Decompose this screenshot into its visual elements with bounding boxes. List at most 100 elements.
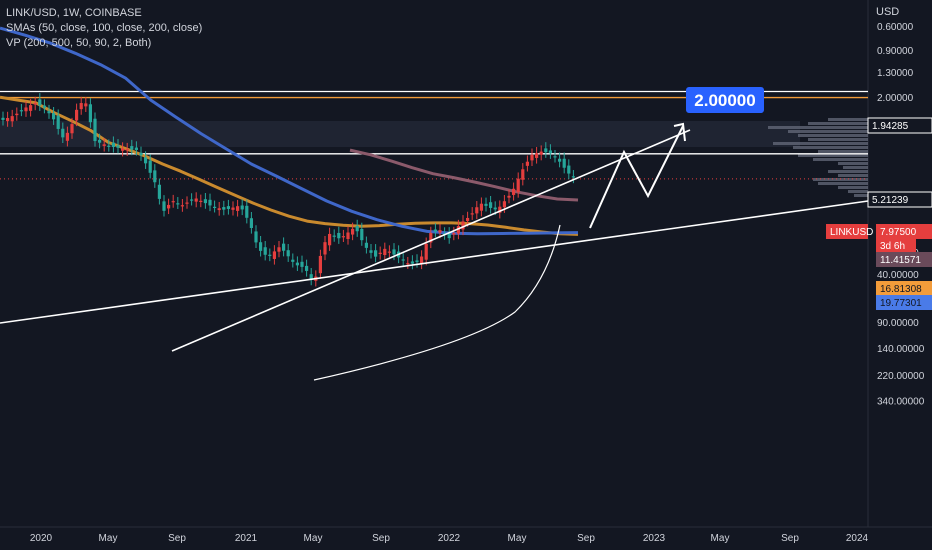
candle-body: [429, 232, 433, 243]
trendline-channel: [171, 129, 691, 352]
candle-body: [466, 217, 470, 222]
volume-profile-bar: [818, 182, 868, 185]
x-tick-label: 2021: [235, 533, 258, 544]
candle-body: [424, 243, 428, 260]
candle-body: [300, 261, 304, 267]
x-tick-label: 2020: [30, 533, 53, 544]
candle-body: [19, 110, 23, 112]
y-tick-label: 40.00000: [877, 270, 919, 281]
price-tag-sma100-label: 19.77301: [880, 298, 922, 309]
x-tick-label: 2022: [438, 533, 461, 544]
candle-body: [535, 153, 539, 158]
candle-body: [567, 165, 571, 174]
candle-body: [355, 226, 359, 232]
candle-body: [134, 147, 138, 150]
candle-body: [153, 170, 157, 183]
candle-body: [539, 151, 543, 155]
candle-body: [47, 111, 51, 114]
candle-body: [254, 231, 258, 243]
candle-body: [222, 207, 226, 210]
candle-body: [337, 232, 341, 239]
axis-unit-label: USD: [876, 6, 900, 18]
y-tick-label: 2.00000: [877, 93, 914, 104]
candle-body: [456, 226, 460, 234]
volume-profile-bar: [838, 186, 868, 189]
price-tag-plain-label: 1.94285: [872, 121, 909, 132]
candle-body: [479, 203, 483, 211]
candle-body: [29, 105, 33, 111]
candle-body: [79, 103, 83, 110]
candle-body: [323, 242, 327, 255]
candle-body: [521, 169, 525, 180]
candle-body: [346, 232, 350, 240]
candle-body: [259, 242, 263, 251]
candle-body: [162, 201, 166, 211]
candle-body: [544, 148, 548, 153]
candle-body: [364, 242, 368, 248]
price-tag-sma50: [876, 281, 932, 296]
volume-profile-bar: [828, 170, 868, 173]
candle-body: [33, 102, 37, 105]
candle-body: [341, 236, 345, 238]
price-tag-sma50-label: 16.81308: [880, 284, 922, 295]
volume-profile-bar: [843, 166, 868, 169]
candle-body: [401, 259, 405, 261]
candle-body: [282, 243, 286, 251]
price-tag-countdown: [876, 238, 916, 252]
candle-body: [553, 156, 557, 158]
candle-body: [475, 207, 479, 214]
legend-vp: VP (200, 500, 50, 90, 2, Both): [6, 37, 152, 49]
candle-body: [70, 124, 74, 134]
candle-body: [263, 247, 267, 255]
candle-body: [548, 150, 552, 154]
volume-profile-bar: [848, 190, 868, 193]
volume-profile-bar: [788, 130, 868, 133]
candle-body: [268, 254, 272, 256]
candle-body: [415, 260, 419, 263]
candle-body: [406, 263, 410, 265]
candle-body: [484, 203, 488, 206]
volume-profile-bar: [808, 138, 868, 141]
price-tag-plain: [867, 117, 932, 134]
candle-body: [438, 230, 442, 233]
candle-body: [305, 265, 309, 271]
candle-body: [84, 103, 88, 107]
candle-body: [360, 228, 364, 241]
price-tag-countdown-label: 3d 6h: [880, 241, 905, 252]
y-tick-label: 90.00000: [877, 318, 919, 329]
legend-smas: SMAs (50, close, 100, close, 200, close): [6, 22, 203, 34]
candle-body: [378, 252, 382, 254]
candle-body: [190, 199, 194, 201]
x-tick-label: 2023: [643, 533, 666, 544]
candle-body: [52, 113, 56, 120]
x-tick-label: Sep: [577, 533, 595, 544]
candle-body: [88, 104, 92, 123]
volume-profile-bar: [768, 126, 868, 129]
candle-body: [562, 158, 566, 168]
candle-body: [180, 205, 184, 207]
candle-body: [61, 128, 65, 138]
price-tag-price-label: 7.97500: [880, 227, 917, 238]
candle-body: [42, 105, 46, 108]
candle-body: [245, 205, 249, 218]
x-tick-label: May: [304, 533, 323, 544]
projection-path: [589, 125, 684, 229]
candle-body: [498, 206, 502, 213]
volume-profile-bar: [838, 162, 868, 165]
price-tag-symbol: [826, 224, 868, 239]
candle-body: [38, 99, 42, 106]
candle-body: [111, 142, 115, 147]
candle-body: [351, 228, 355, 235]
candle-body: [194, 198, 198, 202]
candle-body: [125, 149, 129, 151]
candle-body: [507, 195, 511, 198]
candle-body: [249, 218, 253, 228]
candle-body: [10, 116, 14, 122]
candle-body: [571, 176, 575, 178]
candle-body: [516, 178, 520, 193]
candle-body: [369, 250, 373, 253]
candle-body: [208, 199, 212, 206]
candle-body: [558, 158, 562, 162]
x-tick-label: Sep: [372, 533, 390, 544]
